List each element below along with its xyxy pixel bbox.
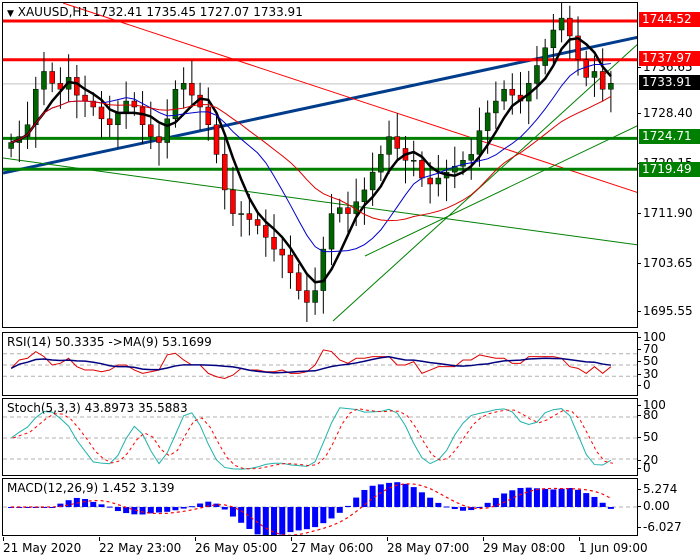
price-chart-pane[interactable]: ▼ XAUUSD,H1 1732.41 1735.45 1727.07 1733… — [2, 2, 638, 328]
support-level-label: 1724.71 — [639, 129, 700, 144]
price-tick: 1703.65 — [638, 256, 693, 270]
time-axis: 21 May 2020 22 May 23:00 26 May 05:00 27… — [0, 537, 700, 560]
rsi-tick: 70 — [638, 342, 658, 356]
rsi-title: RSI(14) 50.3335 ->MA(9) 53.1699 — [7, 335, 212, 349]
stochastic-axis: 100 80 50 20 0 — [638, 398, 700, 476]
price-tick: 1711.90 — [638, 206, 693, 220]
rsi-tick: 50 — [638, 354, 658, 368]
price-tick: 1695.55 — [638, 304, 693, 318]
time-label: 22 May 23:00 — [99, 537, 182, 555]
stoch-tick: 80 — [638, 408, 658, 422]
rsi-pane[interactable]: RSI(14) 50.3335 ->MA(9) 53.1699 — [2, 332, 638, 396]
resistance-level-label: 1744.52 — [639, 12, 700, 27]
stoch-tick: 100 — [638, 398, 666, 412]
resistance-level-label: 1737.97 — [639, 51, 700, 66]
time-label: 1 Jun 09:00 — [579, 537, 648, 555]
support-level-label: 1719.49 — [639, 162, 700, 177]
rsi-plot — [3, 349, 637, 379]
stochastic-title: Stoch(5,3,3) 43.8973 35.5883 — [7, 401, 188, 415]
macd-title: MACD(12,26,9) 1.452 3.139 — [7, 481, 175, 495]
time-label: 27 May 06:00 — [291, 537, 374, 555]
macd-tick: 5.274 — [638, 482, 677, 496]
stoch-tick: 0 — [638, 461, 651, 475]
time-label: 29 May 08:00 — [483, 537, 566, 555]
stoch-tick: 50 — [638, 430, 658, 444]
macd-tick: 0.00 — [638, 499, 670, 513]
rsi-tick: 30 — [638, 367, 658, 381]
current-price-label: 1733.91 — [639, 75, 700, 90]
rsi-tick: 0 — [638, 378, 651, 392]
rsi-tick: 100 — [638, 330, 666, 344]
rsi-axis: 100 70 50 30 0 — [638, 330, 700, 396]
time-label: 28 May 07:00 — [387, 537, 470, 555]
time-label: 26 May 05:00 — [195, 537, 278, 555]
stochastic-plot — [3, 407, 637, 470]
price-tick: 1728.40 — [638, 106, 693, 120]
symbol-ohlc: XAUUSD,H1 1732.41 1735.45 1727.07 1733.9… — [17, 5, 303, 19]
symbol-header: ▼ XAUUSD,H1 1732.41 1735.45 1727.07 1733… — [7, 5, 303, 19]
macd-axis: 5.274 0.00 -6.027 — [638, 478, 700, 536]
candlestick-plot — [3, 3, 637, 322]
stochastic-pane[interactable]: Stoch(5,3,3) 43.8973 35.5883 — [2, 398, 638, 476]
collapse-triangle-icon[interactable]: ▼ — [7, 9, 14, 19]
macd-plot — [3, 482, 637, 535]
macd-tick: -6.027 — [638, 520, 682, 534]
macd-pane[interactable]: MACD(12,26,9) 1.452 3.139 — [2, 478, 638, 536]
stoch-tick: 20 — [638, 453, 658, 467]
time-label: 21 May 2020 — [3, 537, 82, 555]
